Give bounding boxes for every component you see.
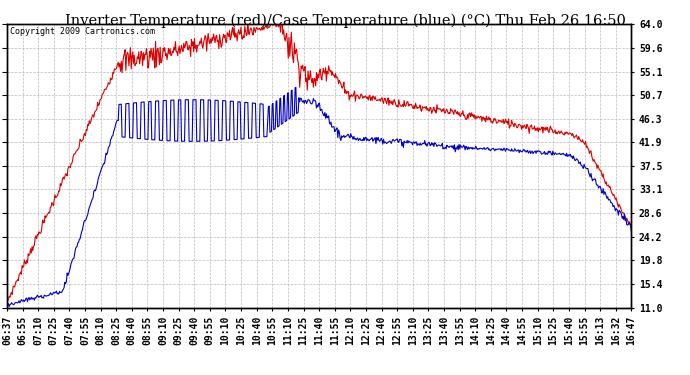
Text: Copyright 2009 Cartronics.com: Copyright 2009 Cartronics.com	[10, 27, 155, 36]
Text: Inverter Temperature (red)/Case Temperature (blue) (°C) Thu Feb 26 16:50: Inverter Temperature (red)/Case Temperat…	[65, 13, 625, 27]
